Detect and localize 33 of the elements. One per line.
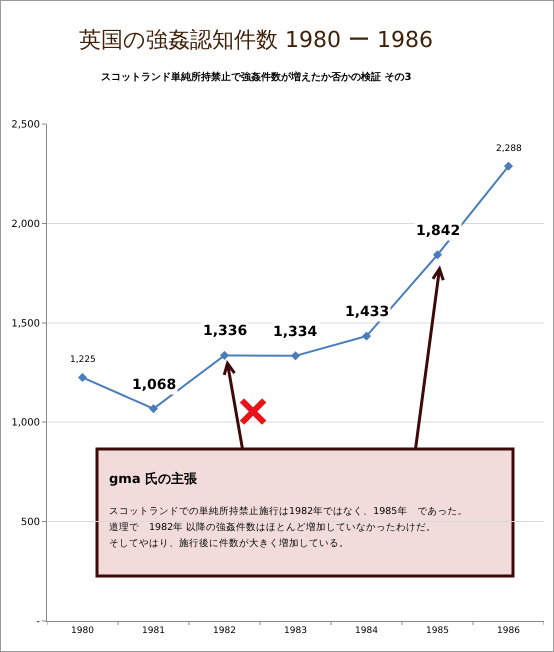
point bbox=[220, 350, 230, 360]
point bbox=[148, 404, 158, 414]
point bbox=[290, 351, 300, 360]
point bbox=[362, 332, 372, 341]
y-tick-label: - bbox=[36, 616, 40, 628]
y-tick-label: 1,000 bbox=[11, 418, 40, 429]
text: 1,068 bbox=[132, 377, 176, 393]
y-tick-label: 2,500 bbox=[11, 120, 40, 130]
y-tick-label: 1,500 bbox=[11, 318, 40, 330]
annotation: gma 氏の主張 bbox=[109, 471, 198, 487]
text: 1,334 bbox=[273, 324, 318, 340]
text: 1,336 bbox=[203, 323, 248, 339]
x-tick-label: 1983 bbox=[284, 626, 307, 636]
point bbox=[432, 250, 442, 260]
x-tick-label: 1982 bbox=[213, 626, 236, 636]
chart-subtitle: スコットランド単純所持禁止で強姦件数が増えたか否かの検証 その3 bbox=[101, 71, 412, 83]
x-tick-label: 1986 bbox=[497, 626, 520, 636]
x-tick-label: 1980 bbox=[71, 626, 94, 636]
text: 1,433 bbox=[345, 304, 390, 320]
chart-title: 英国の強姦認知件数 1980 ー 1986 bbox=[79, 28, 433, 53]
annotation: スコットランドでの単純所持禁止施行は1982年ではなく、1985年 であった。 bbox=[109, 505, 468, 517]
point bbox=[504, 162, 514, 171]
annotation: そしてやはり、施行後に件数が大きく増加している。 bbox=[109, 537, 349, 549]
annotation: 道理で 1982年 以降の強姦件数はほとんど増加していなかったわけだ。 bbox=[109, 521, 436, 533]
point bbox=[78, 372, 88, 382]
text: 1,225 bbox=[70, 355, 96, 365]
x-tick-label: 1985 bbox=[426, 626, 449, 636]
text: 1,842 bbox=[416, 223, 460, 239]
x-tick-label: 1981 bbox=[142, 626, 165, 636]
x-tick-label: 1984 bbox=[355, 626, 378, 636]
y-tick-label: 2,000 bbox=[11, 218, 40, 230]
y-tick-label: 500 bbox=[20, 517, 40, 528]
text: 2,288 bbox=[496, 144, 522, 154]
